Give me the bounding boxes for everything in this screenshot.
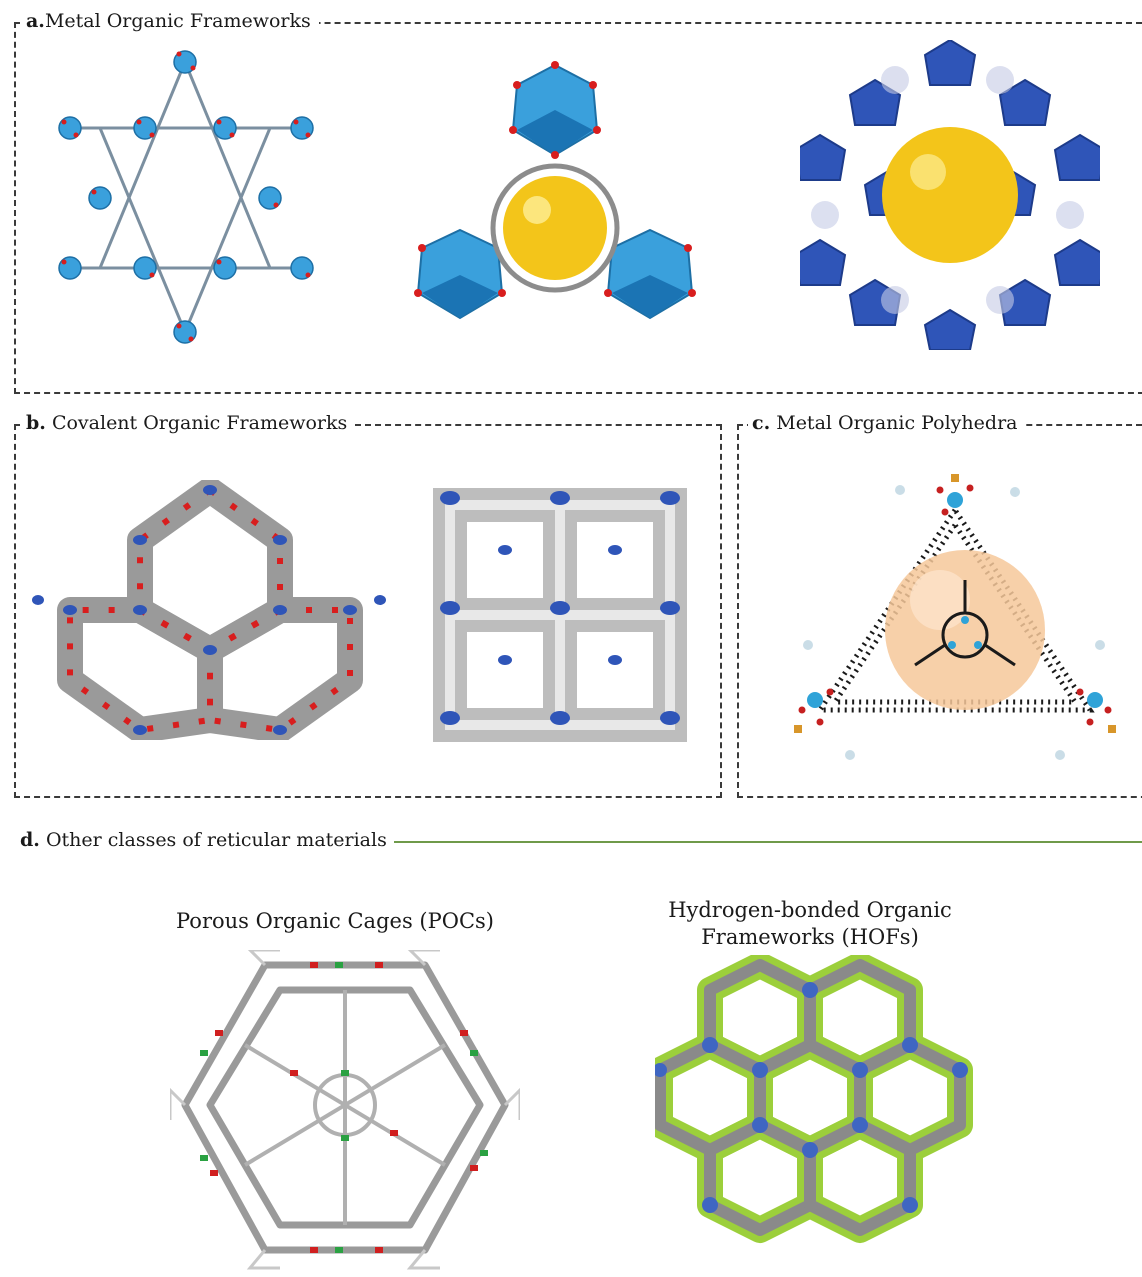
poc-caption: Porous Organic Cages (POCs) — [176, 909, 494, 933]
panel-c-letter: c. — [752, 412, 771, 434]
panel-b-top-border — [14, 424, 722, 426]
mop-triangular-cage — [794, 474, 1116, 760]
mof-cage-pore — [800, 40, 1100, 350]
panel-c-title: c. Metal Organic Polyhedra — [748, 412, 1026, 434]
panel-a-top-border — [14, 22, 1142, 24]
panel-b-title-text: Covalent Organic Frameworks — [51, 412, 348, 434]
panel-d-letter: d. — [20, 829, 40, 851]
panel-b-frame — [14, 424, 722, 798]
panel-a-frame — [14, 22, 1142, 394]
mof-kagome-net — [58, 50, 314, 344]
panel-d-title-text: Other classes of reticular materials — [45, 829, 387, 851]
cof-square-framework — [433, 488, 687, 742]
hof-caption: Hydrogen-bonded Organic Frameworks (HOFs… — [640, 897, 980, 951]
panel-b-title: b. Covalent Organic Frameworks — [22, 412, 356, 434]
panel-a-title-text: Metal Organic Frameworks — [44, 10, 311, 32]
panel-d-title: d. Other classes of reticular materials — [18, 829, 395, 851]
cof-hexagonal-framework — [32, 480, 386, 740]
panel-a-letter: a. — [26, 10, 45, 32]
panel-c-frame — [737, 424, 1142, 798]
poc-hexagonal-cage — [170, 950, 520, 1270]
panel-b-letter: b. — [26, 412, 46, 434]
hof-honeycomb-framework — [655, 955, 973, 1243]
mof-trimer-pore — [414, 61, 696, 320]
panel-d-divider — [394, 841, 1142, 843]
panel-c-title-text: Metal Organic Polyhedra — [776, 412, 1018, 434]
hof-caption-line1: Hydrogen-bonded Organic — [668, 898, 952, 922]
panel-a-title: a.Metal Organic Frameworks — [22, 10, 319, 32]
hof-caption-line2: Frameworks (HOFs) — [701, 925, 919, 949]
